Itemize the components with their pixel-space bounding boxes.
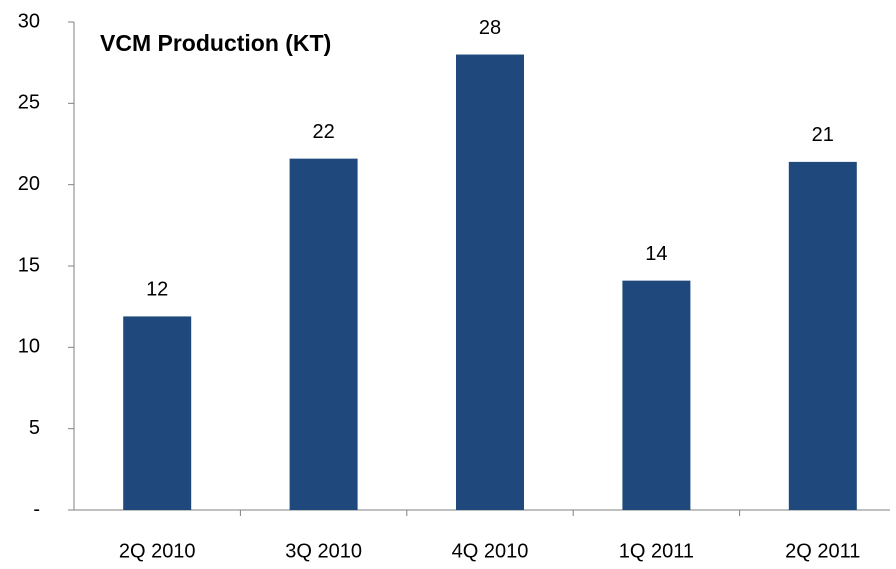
y-tick-label: 15 bbox=[18, 254, 40, 276]
data-label: 28 bbox=[479, 17, 501, 39]
data-label: 21 bbox=[812, 124, 834, 146]
y-tick-label: 10 bbox=[18, 336, 40, 358]
bar bbox=[123, 316, 192, 510]
y-tick-label: 30 bbox=[18, 10, 40, 32]
data-label: 12 bbox=[146, 279, 168, 301]
y-tick-label: - bbox=[33, 498, 40, 520]
x-tick-label: 3Q 2010 bbox=[285, 540, 362, 562]
y-tick-label: 5 bbox=[29, 417, 40, 439]
x-tick-label: 1Q 2011 bbox=[619, 540, 694, 562]
bar bbox=[456, 54, 524, 511]
x-tick-label: 2Q 2010 bbox=[119, 540, 196, 562]
bar bbox=[788, 161, 857, 511]
y-tick-label: 25 bbox=[18, 92, 40, 114]
x-tick-label: 4Q 2010 bbox=[452, 540, 529, 562]
bar bbox=[289, 158, 358, 510]
data-label: 22 bbox=[312, 121, 334, 143]
y-tick-label: 20 bbox=[18, 173, 40, 195]
data-label: 14 bbox=[645, 243, 667, 265]
chart-title: VCM Production (KT) bbox=[100, 30, 331, 56]
x-tick-label: 2Q 2011 bbox=[785, 540, 860, 562]
bar bbox=[622, 280, 691, 510]
